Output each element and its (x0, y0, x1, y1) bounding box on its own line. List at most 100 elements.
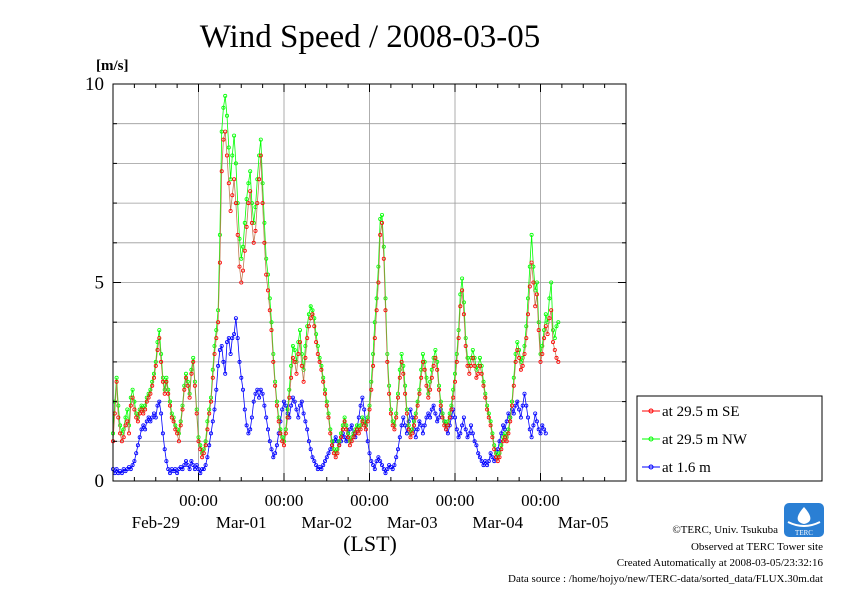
data-point (180, 407, 185, 412)
data-point (365, 419, 370, 424)
data-point (435, 419, 440, 424)
x-day-label: Feb-29 (132, 513, 180, 532)
y-tick-label: 10 (85, 74, 104, 95)
data-point (342, 419, 347, 424)
data-point (542, 336, 547, 341)
data-point (436, 387, 441, 392)
series-layer (111, 93, 561, 476)
y-axis-ticks: 0 5 10 (85, 74, 626, 492)
data-point (449, 407, 454, 412)
data-point (134, 451, 139, 456)
data-point (289, 375, 294, 380)
data-point (198, 443, 203, 448)
data-point (465, 435, 470, 440)
data-point (376, 455, 381, 460)
data-point (292, 399, 297, 404)
data-point (246, 431, 251, 436)
data-point (474, 375, 479, 380)
data-point (385, 467, 390, 472)
data-point (303, 419, 308, 424)
data-point (346, 435, 351, 440)
data-point (230, 336, 235, 341)
data-point (317, 355, 322, 360)
data-point (474, 443, 479, 448)
data-point (159, 351, 164, 356)
data-point (424, 383, 429, 388)
data-point (269, 447, 274, 452)
data-point (444, 427, 449, 432)
data-point (205, 455, 210, 460)
data-point (428, 415, 433, 420)
data-point (212, 351, 217, 356)
data-point (518, 415, 523, 420)
data-point (224, 113, 229, 118)
data-point (253, 391, 258, 396)
data-point (360, 419, 365, 424)
data-point (445, 423, 450, 428)
data-point (554, 355, 559, 360)
data-point (499, 443, 504, 448)
data-point (394, 455, 399, 460)
data-point (242, 248, 247, 253)
y-axis-unit-label: [m/s] (96, 58, 129, 74)
data-point (269, 320, 274, 325)
data-point (144, 399, 149, 404)
data-point (556, 359, 561, 364)
data-point (265, 427, 270, 432)
data-point (326, 415, 331, 420)
data-point (515, 347, 520, 352)
data-point (240, 244, 245, 249)
data-point (189, 371, 194, 376)
data-point (251, 399, 256, 404)
data-point (219, 343, 224, 348)
data-point (371, 363, 376, 368)
data-point (305, 427, 310, 432)
data-point (454, 427, 459, 432)
data-point (242, 407, 247, 412)
data-point (187, 395, 192, 400)
data-point (242, 220, 247, 225)
data-point (381, 244, 386, 249)
data-point (438, 403, 443, 408)
data-point (378, 232, 383, 237)
data-point (477, 355, 482, 360)
data-point (344, 427, 349, 432)
x-time-label: 00:00 (179, 491, 218, 510)
data-point (244, 224, 249, 229)
data-point (470, 431, 475, 436)
series-line (112, 131, 559, 463)
data-point (296, 351, 301, 356)
data-point (460, 276, 465, 281)
data-point (155, 340, 160, 345)
data-point (123, 415, 128, 420)
data-point (232, 332, 237, 337)
series-group (111, 93, 561, 460)
data-point (417, 419, 422, 424)
data-point (322, 391, 327, 396)
data-point (194, 463, 199, 468)
data-point (314, 332, 319, 337)
data-point (306, 324, 311, 329)
data-point (513, 359, 518, 364)
data-point (226, 145, 231, 150)
data-point (431, 363, 436, 368)
data-point (173, 427, 178, 432)
data-point (547, 316, 552, 321)
data-point (379, 220, 384, 225)
data-point (118, 423, 123, 428)
data-point (456, 336, 461, 341)
data-point (251, 240, 256, 245)
data-point (157, 336, 162, 341)
data-point (433, 411, 438, 416)
data-point (461, 300, 466, 305)
data-point (273, 451, 278, 456)
data-point (501, 423, 506, 428)
data-point (294, 371, 299, 376)
series-group (111, 129, 561, 464)
data-point (365, 439, 370, 444)
data-point (194, 411, 199, 416)
data-point (315, 351, 320, 356)
data-point (527, 427, 532, 432)
data-point (299, 399, 304, 404)
data-point (420, 431, 425, 436)
